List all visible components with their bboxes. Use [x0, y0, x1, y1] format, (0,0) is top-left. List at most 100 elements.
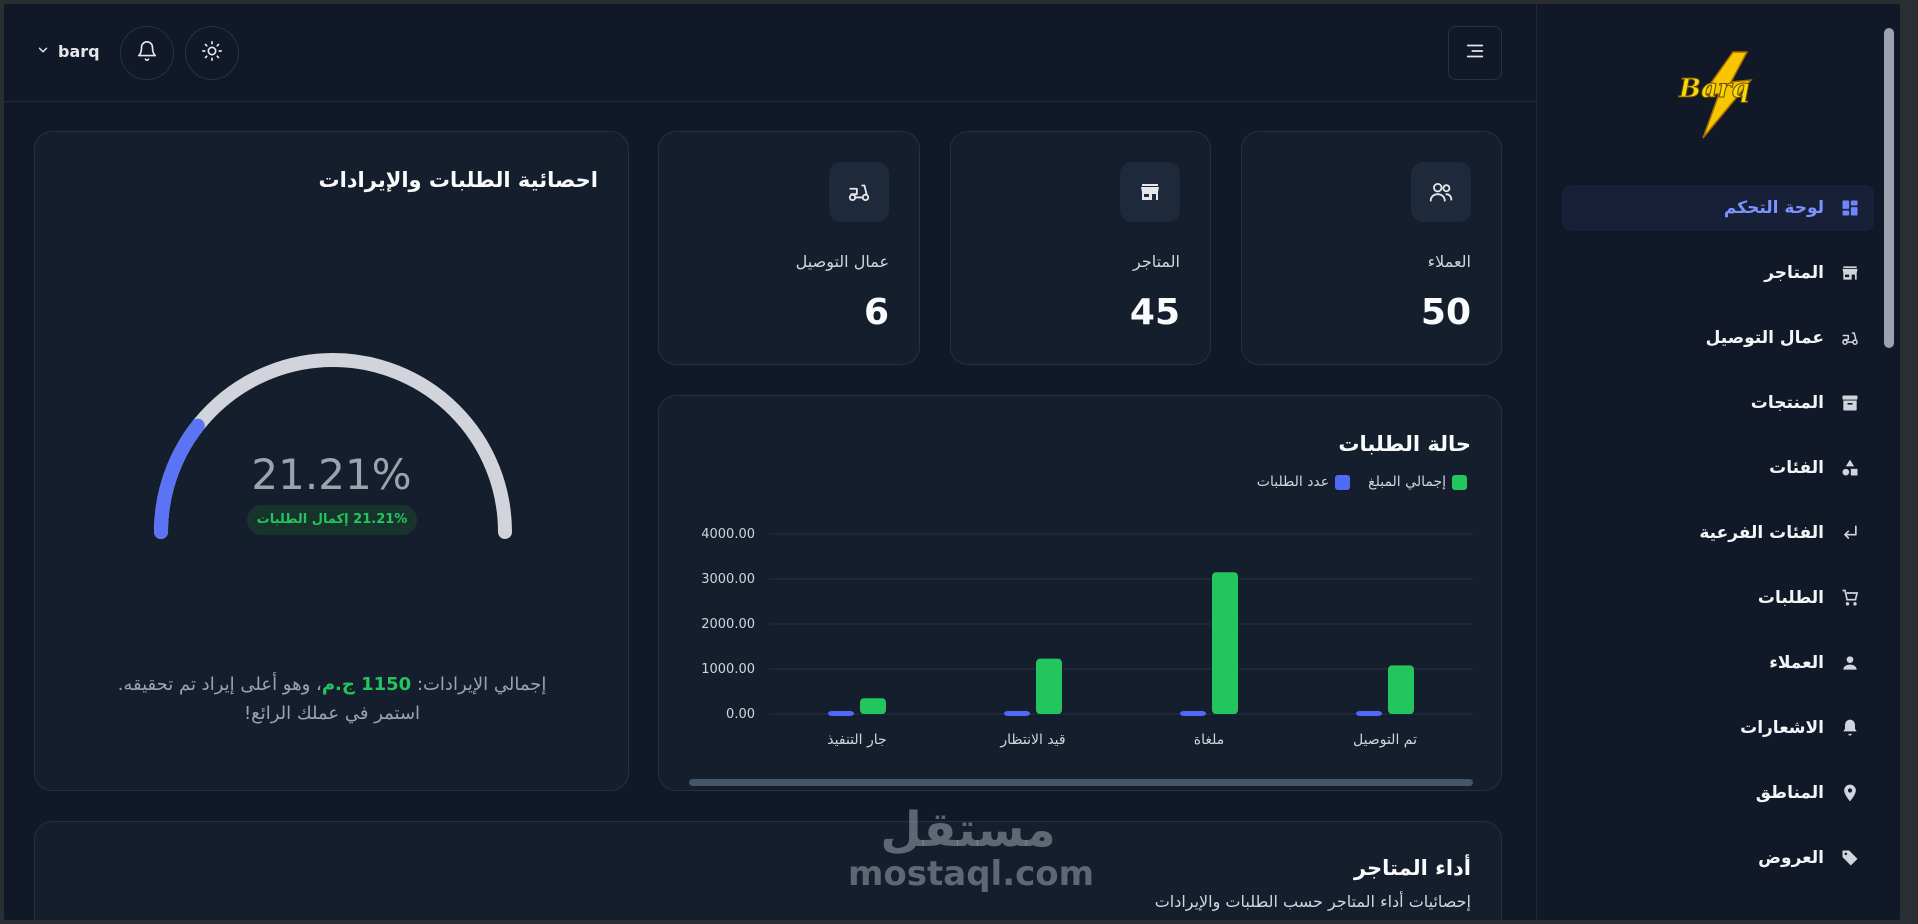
sidebar-item-label: العملاء [1769, 653, 1824, 673]
legend-label: عدد الطلبات [1256, 474, 1330, 490]
user-name: barq [58, 42, 100, 61]
sidebar-item-label: المتاجر [1764, 263, 1824, 283]
card-subtitle: إحصائيات أداء المتاجر حسب الطلبات والإير… [1154, 892, 1471, 911]
top-header: barq [4, 4, 1536, 102]
bar-total-amount[interactable] [860, 698, 886, 714]
stat-value: 50 [1420, 292, 1471, 333]
store-icon [1840, 263, 1860, 283]
bar-order-count[interactable] [1180, 711, 1206, 716]
stat-card-drivers: عمال التوصيل 6 [658, 131, 920, 365]
sidebar-item-2[interactable]: عمال التوصيل [1562, 315, 1874, 361]
person-icon [1840, 653, 1860, 673]
y-tick-label: 4000.00 [701, 527, 755, 542]
bar-order-count[interactable] [1004, 711, 1030, 716]
sidebar-item-label: المناطق [1755, 783, 1824, 803]
menu-lines-icon [1464, 40, 1486, 66]
revenue-amount: 1150 ج.م [321, 674, 412, 695]
brand-logo[interactable]: Barq [1673, 50, 1765, 140]
stores-performance-card: أداء المتاجر إحصائيات أداء المتاجر حسب ا… [34, 821, 1502, 920]
sidebar-item-label: الفئات [1769, 458, 1824, 478]
y-tick-label: 3000.00 [701, 572, 755, 587]
sidebar-item-9[interactable]: المناطق [1562, 770, 1874, 816]
sidebar-item-3[interactable]: المنتجات [1562, 380, 1874, 426]
sidebar-item-8[interactable]: الاشعارات [1562, 705, 1874, 751]
sidebar-item-label: العروض [1758, 848, 1824, 868]
cart-icon [1840, 588, 1860, 608]
legend-item-count[interactable]: عدد الطلبات [1256, 474, 1351, 490]
sidebar-nav: لوحة التحكم المتاجر عمال التوصيل المنتجات ال… [1562, 185, 1874, 900]
orders-revenue-stats-card: احصائية الطلبات والإيرادات 21.21% 21.21%… [34, 131, 629, 791]
x-category-label: ملغاة [1194, 732, 1225, 748]
delivery-scooter-icon [1840, 328, 1860, 348]
sidebar-item-7[interactable]: العملاء [1562, 640, 1874, 686]
orders-status-card: حالة الطلبات إجمالي المبلغ عدد الطلبات 4… [658, 395, 1502, 791]
subdirectory-arrow-icon [1840, 523, 1860, 543]
sidebar-item-label: الطلبات [1757, 588, 1824, 608]
stat-card-customers: العملاء 50 [1241, 131, 1502, 365]
x-category-label: تم التوصيل [1353, 732, 1417, 748]
sidebar: Barq لوحة التحكم المتاجر عمال التوصيل المنت… [1536, 4, 1900, 920]
y-tick-label: 2000.00 [701, 617, 755, 632]
legend-item-amount[interactable]: إجمالي المبلغ [1368, 474, 1467, 490]
sidebar-item-5[interactable]: الفئات الفرعية [1562, 510, 1874, 556]
sidebar-item-1[interactable]: المتاجر [1562, 250, 1874, 296]
delivery-scooter-icon [829, 162, 889, 222]
stat-value: 45 [1129, 292, 1180, 333]
stat-label: عمال التوصيل [795, 252, 889, 271]
sidebar-item-label: الاشعارات [1740, 718, 1824, 738]
bar-order-count[interactable] [1356, 711, 1382, 716]
sun-icon [201, 40, 223, 66]
completion-badge: 21.21% إكمال الطلبات [247, 505, 417, 535]
sidebar-item-label: الفئات الفرعية [1699, 523, 1824, 543]
logo-text: Barq [1679, 74, 1751, 105]
sidebar-item-label: المنتجات [1750, 393, 1824, 413]
y-tick-label: 0.00 [726, 707, 755, 722]
sidebar-item-4[interactable]: الفئات [1562, 445, 1874, 491]
sidebar-item-label: لوحة التحكم [1723, 198, 1824, 218]
watermark-latin: mostaql.com [848, 854, 1095, 894]
chart-horizontal-scrollbar[interactable] [689, 779, 1473, 786]
archive-box-icon [1840, 393, 1860, 413]
bell-icon [1840, 718, 1860, 738]
stat-card-stores: المتاجر 45 [950, 131, 1211, 365]
notifications-button[interactable] [120, 26, 174, 80]
bar-total-amount[interactable] [1212, 572, 1238, 714]
card-title: احصائية الطلبات والإيرادات [318, 168, 598, 192]
watermark-arabic: مستقل [880, 802, 1056, 858]
shapes-icon [1840, 458, 1860, 478]
stat-label: العملاء [1427, 252, 1471, 271]
sidebar-item-10[interactable]: العروض [1562, 835, 1874, 881]
bell-icon [136, 40, 158, 66]
sidebar-item-0[interactable]: لوحة التحكم [1562, 185, 1874, 231]
user-menu[interactable]: barq [36, 42, 100, 61]
page-scrollbar-thumb[interactable] [1884, 28, 1894, 348]
bar-total-amount[interactable] [1388, 665, 1414, 714]
theme-toggle-button[interactable] [185, 26, 239, 80]
watermark: مستقل mostaql.com [848, 802, 1095, 894]
radial-gauge [154, 353, 512, 539]
sidebar-toggle-button[interactable] [1448, 26, 1502, 80]
sidebar-item-label: عمال التوصيل [1705, 328, 1824, 348]
y-tick-label: 1000.00 [701, 662, 755, 677]
legend-swatch [1335, 474, 1351, 490]
bar-order-count[interactable] [828, 711, 854, 716]
card-title: أداء المتاجر [1353, 856, 1471, 880]
dashboard-icon [1840, 198, 1860, 218]
sidebar-item-6[interactable]: الطلبات [1562, 575, 1874, 621]
revenue-encouragement: استمر في عملك الرائع! [243, 703, 421, 724]
gauge-fill [154, 418, 205, 539]
lightning-bolt-icon [1701, 51, 1753, 139]
bar-total-amount[interactable] [1036, 658, 1062, 714]
orders-bar-chart: 4000.00 3000.00 2000.00 1000.00 0.00 تم التوص… [701, 527, 1473, 748]
tag-icon [1840, 848, 1860, 868]
legend-label: إجمالي المبلغ [1368, 474, 1446, 490]
card-title: حالة الطلبات [1338, 432, 1471, 456]
revenue-suffix: ، وهو أعلى إيراد تم تحقيقه. [117, 674, 322, 695]
stat-label: المتاجر [1133, 252, 1180, 271]
store-icon [1120, 162, 1180, 222]
legend-swatch [1452, 474, 1467, 490]
users-icon [1411, 162, 1471, 222]
chevron-down-icon [36, 42, 50, 61]
revenue-summary: إجمالي الإيرادات: 1150 ج.م، وهو أعلى إير… [65, 670, 599, 728]
location-pin-icon [1840, 783, 1860, 803]
